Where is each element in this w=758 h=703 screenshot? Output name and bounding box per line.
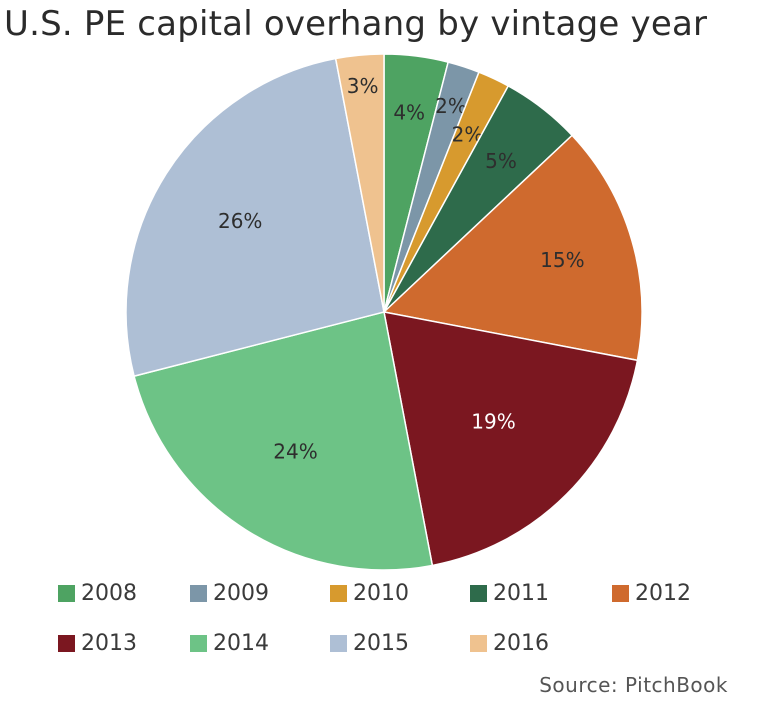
slice-label-2014: 24% bbox=[273, 439, 317, 463]
slice-label-2009: 2% bbox=[435, 94, 467, 118]
pie-slice-2014 bbox=[133, 311, 434, 571]
slice-label-2015: 26% bbox=[218, 209, 262, 233]
slice-label-2012: 15% bbox=[540, 248, 584, 272]
slice-label-2016: 3% bbox=[347, 74, 379, 98]
slice-label-2011: 5% bbox=[485, 149, 517, 173]
slice-label-2008: 4% bbox=[393, 100, 425, 124]
slice-label-2013: 19% bbox=[471, 410, 515, 434]
pie-slice-2012 bbox=[382, 134, 643, 362]
source-note: Source: PitchBook bbox=[539, 673, 728, 697]
chart-title: U.S. PE capital overhang by vintage year bbox=[4, 4, 708, 44]
pie-slice-2016 bbox=[334, 53, 385, 313]
pie-slice-2015 bbox=[125, 57, 385, 378]
pie-slice-2013 bbox=[383, 311, 639, 567]
